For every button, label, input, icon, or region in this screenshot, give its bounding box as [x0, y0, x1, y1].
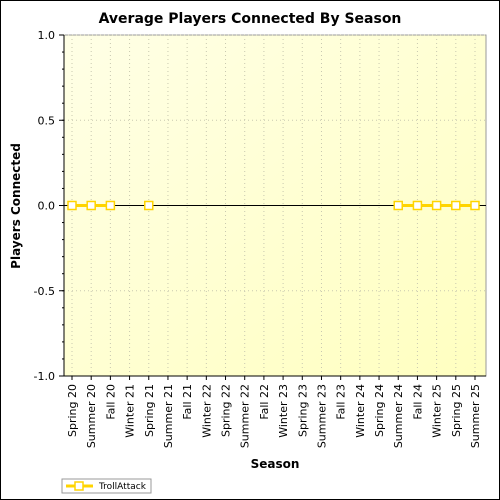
x-axis: Spring 20 Summer 20 Fall 20 Winter 21 Spring…	[64, 375, 486, 448]
x-tick-label: Spring 20	[66, 384, 79, 437]
x-tick-label: Fall 24	[411, 384, 424, 420]
x-tick-label: Winter 25	[431, 384, 444, 438]
x-tick-label: Summer 24	[392, 384, 405, 448]
data-point	[431, 200, 442, 211]
x-tick-label: Summer 21	[162, 384, 175, 448]
y-tick-label: -0.5	[34, 285, 55, 298]
data-point	[393, 200, 403, 211]
data-point	[144, 200, 154, 211]
legend-label: TrollAttack	[98, 482, 147, 492]
data-point	[67, 200, 77, 211]
x-tick-label: Summer 20	[85, 384, 98, 448]
x-axis-title: Season	[251, 457, 300, 471]
data-point	[451, 200, 461, 211]
legend-box	[61, 478, 152, 494]
data-point	[86, 200, 96, 211]
data-point	[412, 200, 423, 211]
x-tick-label: Spring 21	[143, 384, 156, 437]
x-tick-label: Fall 21	[181, 384, 194, 420]
y-tick-label: 0.0	[38, 200, 56, 213]
x-tick-label: Spring 25	[450, 384, 463, 437]
data-point	[470, 200, 480, 211]
x-tick-label: Winter 24	[354, 384, 367, 438]
x-tick-label: Fall 22	[258, 384, 271, 420]
series-layer	[67, 200, 480, 211]
x-tick-label: Spring 24	[373, 384, 386, 437]
y-axis: 1.0 0.5 0.0 -0.5 -1.0	[34, 29, 65, 383]
y-axis-title: Players Connected	[9, 143, 23, 269]
legend-swatch-marker	[74, 481, 84, 491]
x-tick-label: Winter 23	[277, 384, 290, 438]
x-tick-label: Summer 23	[315, 384, 328, 448]
data-point	[105, 200, 116, 211]
legend: TrollAttack	[61, 478, 152, 494]
x-tick-label: Spring 23	[296, 384, 309, 437]
y-tick-label: -1.0	[34, 370, 55, 383]
x-tick-label: Winter 21	[124, 384, 137, 438]
x-tick-label: Fall 23	[335, 384, 348, 420]
gridlines	[64, 34, 486, 377]
chart-title: Average Players Connected By Season	[99, 11, 402, 27]
x-tick-label: Summer 25	[469, 384, 482, 448]
x-tick-label: Spring 22	[220, 384, 233, 437]
x-tick-label: Winter 22	[200, 384, 213, 438]
x-tick-label: Summer 22	[239, 384, 252, 448]
y-tick-label: 0.5	[38, 114, 56, 127]
x-tick-label: Fall 20	[104, 384, 117, 420]
y-tick-label: 1.0	[38, 29, 56, 42]
